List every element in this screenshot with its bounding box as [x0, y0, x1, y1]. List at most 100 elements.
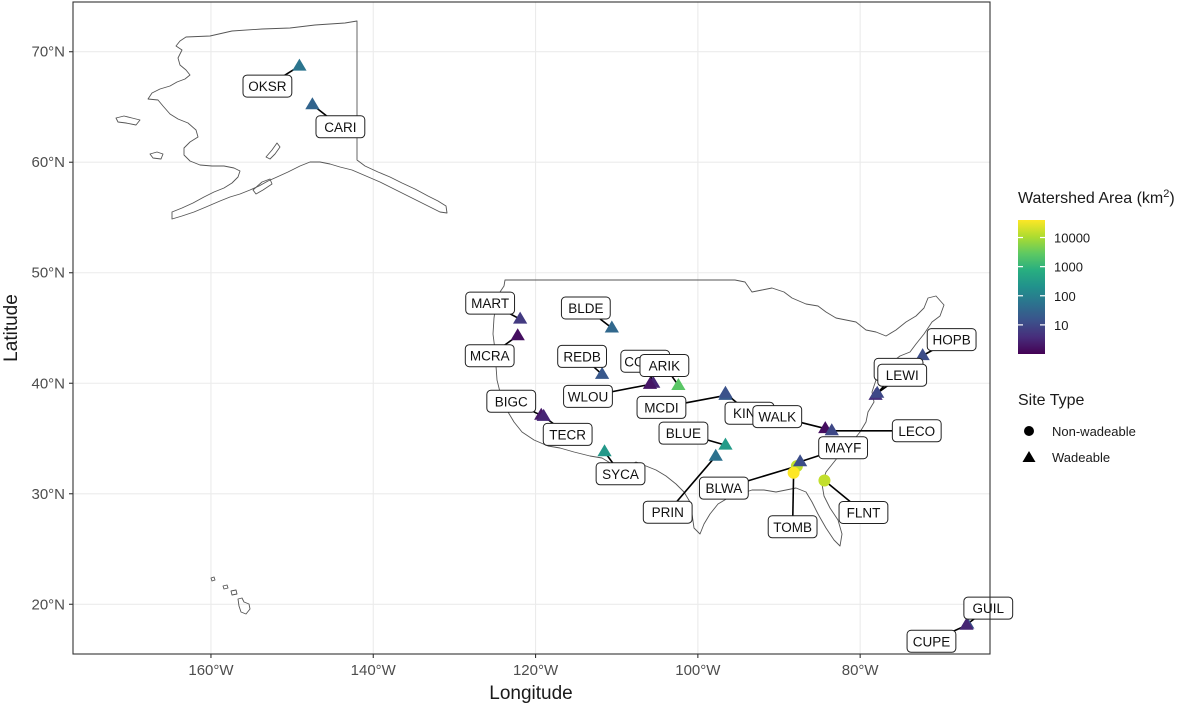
- site-marker-triangle: [718, 385, 733, 398]
- site-label: BLUE: [658, 421, 709, 445]
- x-tick-label: 120°W: [513, 662, 559, 679]
- y-axis-ticks: 20°N 30°N 40°N 50°N 60°N 70°N: [31, 44, 73, 613]
- site-label-box: [639, 353, 690, 377]
- site-label-text: WALK: [758, 410, 796, 425]
- site-label: TECR: [542, 422, 593, 446]
- site-label: LEWI: [877, 363, 928, 387]
- x-tick-label: 100°W: [675, 662, 721, 679]
- site-marker-triangle: [594, 366, 610, 379]
- site-label-box: [242, 74, 293, 98]
- site-label: BLDE: [560, 296, 611, 320]
- site-label-text: TOMB: [773, 520, 812, 535]
- site-label: HOPB: [926, 328, 977, 352]
- site-label-box: [877, 363, 928, 387]
- site-marker-triangle: [597, 444, 612, 457]
- colorbar-tick-label: 10: [1054, 318, 1068, 333]
- site-label-text: ARIK: [649, 358, 681, 373]
- site-marker-triangle: [671, 377, 686, 390]
- hawaii-1: [210, 576, 216, 582]
- alaska-island-2: [149, 151, 164, 160]
- site-label: OKSR: [242, 74, 293, 98]
- site-label-text: BIGC: [495, 394, 528, 409]
- site-label-text: CUPE: [913, 634, 951, 649]
- site-label: MART: [465, 291, 516, 315]
- hawaii-3: [230, 589, 238, 596]
- panel-border: [72, 1, 991, 655]
- site-label-text: GUIL: [973, 601, 1005, 616]
- site-label-text: HOPB: [933, 333, 971, 348]
- y-tick-label: 40°N: [31, 375, 65, 392]
- y-tick-label: 30°N: [31, 486, 65, 503]
- site-marker-triangle: [959, 617, 974, 630]
- site-label: PRIN: [642, 500, 693, 524]
- site-label-box: [486, 389, 537, 413]
- site-label: REDB: [557, 344, 608, 368]
- site-label-box: [465, 291, 516, 315]
- site-label-text: BLDE: [568, 301, 603, 316]
- wadeable-key-triangle: [1022, 451, 1036, 462]
- site-label-text: FLNT: [847, 506, 881, 521]
- wadeable-key-label: Wadeable: [1052, 450, 1110, 465]
- site-label-text: MART: [471, 296, 509, 311]
- site-label: LECO: [891, 419, 942, 443]
- x-tick-label: 140°W: [351, 662, 397, 679]
- alaska-outline: [147, 20, 448, 220]
- non-wadeable-key-circle: [1024, 426, 1034, 436]
- site-label: WLOU: [563, 384, 613, 408]
- site-label-text: CARI: [324, 120, 356, 135]
- site-marker-triangle: [718, 437, 733, 450]
- site-label: BLWA: [698, 476, 749, 500]
- site-label: FLNT: [838, 501, 889, 525]
- site-label: CARI: [315, 115, 366, 139]
- site-marker-triangle: [915, 348, 930, 361]
- hawaii-2: [222, 584, 229, 590]
- site-label-box: [642, 500, 693, 524]
- colorbar-tick-label: 10000: [1054, 231, 1090, 246]
- x-axis-title: Longitude: [489, 683, 572, 704]
- site-label-box: [752, 405, 803, 429]
- site-marker-triangle: [642, 376, 658, 389]
- basemap: [115, 20, 945, 615]
- site-label: WALK: [752, 405, 803, 429]
- site-label-box: [698, 476, 749, 500]
- site-marker-triangle: [708, 448, 723, 461]
- site-label: TOMB: [767, 515, 818, 539]
- site-label-box: [926, 328, 977, 352]
- site-label-text: PRIN: [652, 505, 684, 520]
- site-label-text: LEWI: [886, 368, 919, 383]
- site-marker-triangle: [824, 423, 839, 436]
- alaska-island-4: [265, 142, 281, 160]
- site-label-box: [963, 596, 1014, 620]
- y-tick-label: 60°N: [31, 154, 65, 171]
- non-wadeable-key-label: Non-wadeable: [1052, 424, 1136, 439]
- site-label-text: WLOU: [568, 389, 609, 404]
- colorbar-ticks: 10000 1000 100 10: [1018, 231, 1090, 333]
- site-marker-triangle: [792, 454, 808, 467]
- site-label: MAYF: [818, 436, 869, 460]
- site-label-box: [658, 421, 709, 445]
- site-label-box: [818, 436, 869, 460]
- gridlines: [73, 2, 990, 654]
- color-legend-title: Watershed Area (km2): [1018, 188, 1175, 207]
- hawaii-4: [237, 597, 251, 615]
- alaska-island-3: [252, 178, 273, 195]
- site-markers: [292, 58, 975, 630]
- alaska-island-1: [115, 115, 141, 126]
- site-label-text: BLWA: [705, 481, 742, 496]
- color-legend: Watershed Area (km2) 10000 1000 100 10: [1018, 188, 1175, 354]
- colorbar: [1018, 220, 1045, 354]
- site-label-text: MAYF: [825, 441, 862, 456]
- site-label-box: [838, 501, 889, 525]
- site-marker-triangle: [513, 311, 528, 324]
- x-tick-label: 160°W: [188, 662, 234, 679]
- site-marker-triangle: [305, 97, 320, 110]
- site-label-text: BLUE: [666, 426, 701, 441]
- site-label: ARIK: [639, 353, 690, 377]
- colorbar-tick-label: 1000: [1054, 260, 1083, 275]
- site-label-box: [557, 344, 608, 368]
- site-label-box: [315, 115, 366, 139]
- site-label-box: [636, 395, 687, 419]
- shape-legend-title: Site Type: [1018, 392, 1085, 409]
